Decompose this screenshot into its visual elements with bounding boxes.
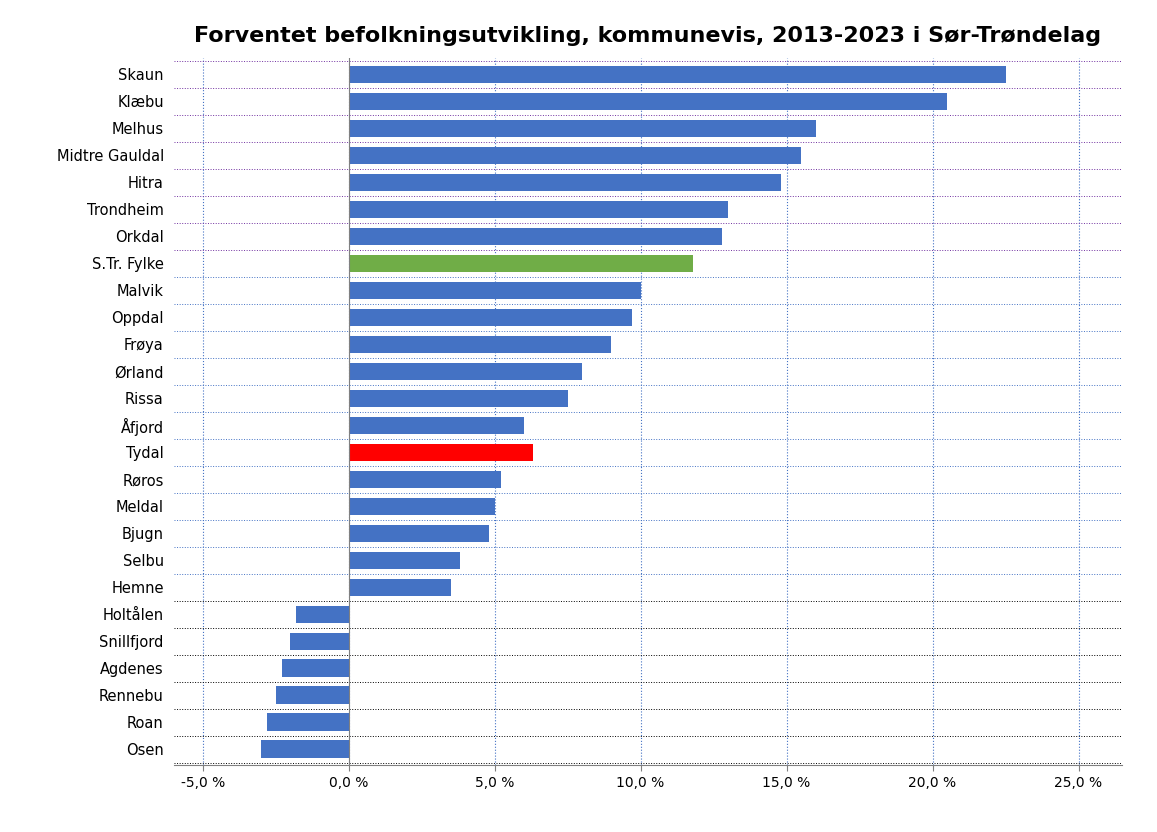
Bar — [267, 714, 348, 731]
Bar — [348, 389, 568, 407]
Bar — [348, 66, 1005, 83]
Bar — [275, 686, 348, 704]
Title: Forventet befolkningsutvikling, kommunevis, 2013-2023 i Sør-Trøndelag: Forventet befolkningsutvikling, kommunev… — [194, 26, 1101, 46]
Bar — [348, 498, 495, 515]
Bar — [290, 632, 348, 650]
Bar — [348, 92, 948, 110]
Bar — [281, 660, 348, 677]
Bar — [348, 335, 611, 353]
Bar — [348, 255, 693, 272]
Bar — [348, 120, 816, 137]
Bar — [348, 417, 524, 434]
Bar — [348, 363, 582, 380]
Bar — [348, 443, 532, 461]
Bar — [348, 552, 459, 569]
Bar — [348, 228, 722, 245]
Bar — [348, 524, 488, 542]
Bar — [348, 578, 451, 596]
Bar — [348, 281, 641, 300]
Bar — [348, 471, 501, 488]
Bar — [348, 174, 781, 191]
Bar — [348, 309, 632, 326]
Bar — [296, 606, 348, 623]
Bar — [348, 201, 728, 218]
Bar — [348, 146, 801, 164]
Bar — [261, 740, 348, 758]
